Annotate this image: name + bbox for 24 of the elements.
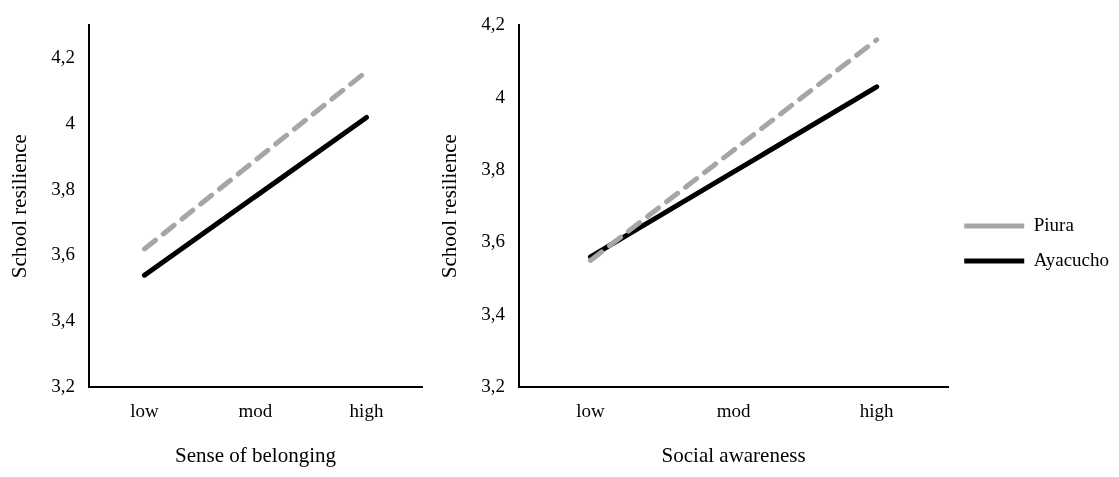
- y-tick-label: 3,2: [51, 374, 75, 396]
- legend-label: Ayacucho: [1033, 248, 1109, 270]
- y-tick-label: 4,2: [51, 46, 75, 68]
- y-axis-title: School resilience: [437, 134, 462, 279]
- x-axis-title: Social awareness: [661, 442, 806, 467]
- y-axis-title: School resilience: [7, 134, 32, 279]
- y-tick-label: 3,6: [481, 230, 505, 252]
- x-tick-label: high: [859, 400, 895, 422]
- y-tick-label: 3,8: [51, 177, 75, 199]
- y-tick-label: 3,4: [51, 309, 76, 331]
- x-tick-label: low: [130, 400, 159, 422]
- y-tick-label: 3,4: [481, 302, 506, 324]
- y-tick-label: 3,2: [481, 374, 505, 396]
- legend-label: Piura: [1033, 213, 1075, 235]
- y-tick-label: 3,8: [481, 158, 505, 180]
- x-tick-label: mod: [238, 400, 273, 422]
- x-axis-title: Sense of belonging: [174, 442, 337, 467]
- y-tick-label: 3,6: [51, 243, 75, 265]
- x-tick-label: high: [349, 400, 384, 422]
- y-tick-label: 4: [495, 85, 506, 107]
- x-tick-label: low: [576, 400, 606, 422]
- y-tick-label: 4: [65, 112, 76, 133]
- y-tick-label: 4,2: [481, 13, 505, 35]
- x-tick-label: mod: [716, 400, 751, 422]
